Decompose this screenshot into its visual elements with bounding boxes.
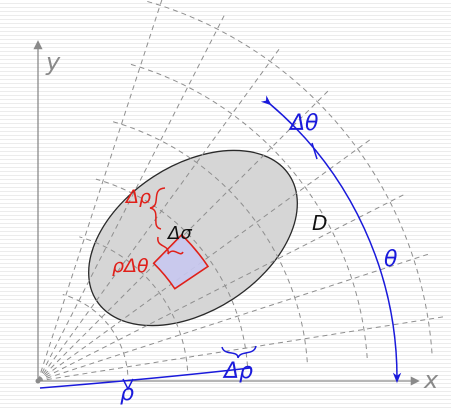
rho-label: ρ bbox=[120, 381, 134, 406]
rho-delta-theta-label: ρΔθ bbox=[112, 255, 149, 277]
theta-arc bbox=[260, 95, 402, 384]
region-d-label: D bbox=[312, 211, 327, 235]
delta-rho-brace bbox=[149, 187, 166, 230]
delta-sigma-label: Δσ bbox=[166, 223, 192, 244]
x-axis-label: x bbox=[423, 366, 439, 394]
rho-bracket bbox=[39, 367, 251, 389]
delta-rho-small-label: Δρ bbox=[124, 186, 151, 208]
y-axis-label: y bbox=[45, 48, 61, 76]
grid-arc-2 bbox=[79, 236, 189, 371]
rho-brace-tip bbox=[122, 378, 134, 391]
delta-rho-label: Δρ bbox=[222, 359, 253, 384]
grid-arc-3 bbox=[95, 178, 248, 367]
rho-delta-theta-brace bbox=[157, 236, 184, 255]
origin-point bbox=[35, 378, 41, 384]
delta-theta-label: Δθ bbox=[288, 111, 319, 136]
theta-arc-tick bbox=[311, 142, 318, 160]
region-d bbox=[88, 149, 298, 327]
theta-label: θ bbox=[384, 247, 398, 272]
grid-arc-1 bbox=[62, 294, 129, 375]
delta-rho-brace-bottom bbox=[221, 345, 257, 359]
area-element-delta-sigma bbox=[152, 233, 210, 290]
